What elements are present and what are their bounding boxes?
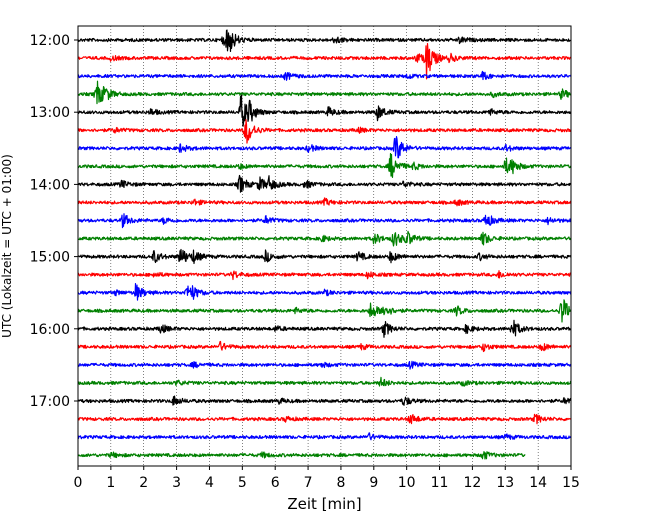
y-tick-label: 12:00 — [30, 33, 70, 49]
trace-row-1300 — [77, 94, 572, 127]
x-tick-label: 8 — [336, 475, 345, 491]
trace-row-1515 — [77, 270, 572, 281]
trace-row-1730 — [77, 432, 572, 441]
x-tick-label: 11 — [431, 475, 449, 491]
x-tick-label: 1 — [106, 475, 115, 491]
x-tick-label: 10 — [398, 475, 416, 491]
trace-row-1215 — [77, 42, 572, 80]
x-tick-label: 5 — [238, 475, 247, 491]
x-axis-label: Zeit [min] — [287, 495, 361, 513]
trace-row-1230 — [77, 70, 572, 81]
trace-row-1630 — [77, 360, 572, 370]
trace-row-1330 — [77, 135, 572, 159]
x-tick-label: 0 — [74, 475, 83, 491]
x-tick-label: 15 — [562, 475, 580, 491]
x-tick-label: 13 — [496, 475, 514, 491]
trace-row-1345 — [77, 152, 572, 179]
trace-row-1200 — [77, 29, 572, 53]
trace-rows — [77, 29, 572, 460]
trace-row-1400 — [77, 174, 572, 193]
plot-frame — [77, 25, 572, 467]
y-axis-label: UTC (Lokalzeit = UTC + 01:00) — [0, 154, 14, 338]
x-tick-label: 12 — [463, 475, 481, 491]
x-tick-label: 4 — [205, 475, 214, 491]
x-tick-label: 2 — [139, 475, 148, 491]
x-tick-label: 9 — [369, 475, 378, 491]
trace-row-1245 — [77, 80, 572, 105]
trace-row-1545 — [77, 299, 572, 323]
y-tick-label: 16:00 — [30, 322, 70, 338]
x-axis-ticks: 0 1 2 3 4 5 6 7 8 9 10 11 12 13 14 15 — [74, 466, 580, 491]
trace-row-1445 — [77, 230, 572, 247]
x-tick-label: 14 — [529, 475, 547, 491]
y-tick-label: 17:00 — [30, 394, 70, 410]
y-tick-label: 15:00 — [30, 250, 70, 266]
x-tick-label: 7 — [304, 475, 313, 491]
trace-row-1700 — [77, 395, 572, 406]
trace-row-1600 — [77, 319, 572, 338]
trace-row-1645 — [77, 376, 572, 387]
x-tick-label: 3 — [172, 475, 181, 491]
trace-row-1615 — [77, 340, 572, 353]
trace-row-1415 — [77, 197, 572, 207]
y-axis-ticks: 12:00 13:00 14:00 15:00 16:00 17:00 — [30, 33, 78, 410]
x-tick-label: 6 — [271, 475, 280, 491]
trace-row-1715 — [77, 413, 572, 425]
trace-row-1530 — [77, 282, 572, 301]
trace-row-1430 — [77, 213, 572, 229]
trace-row-1315 — [77, 119, 572, 144]
y-tick-label: 14:00 — [30, 177, 70, 193]
trace-row-1500 — [77, 248, 572, 265]
trace-row-1745 — [77, 451, 526, 460]
y-tick-label: 13:00 — [30, 105, 70, 121]
